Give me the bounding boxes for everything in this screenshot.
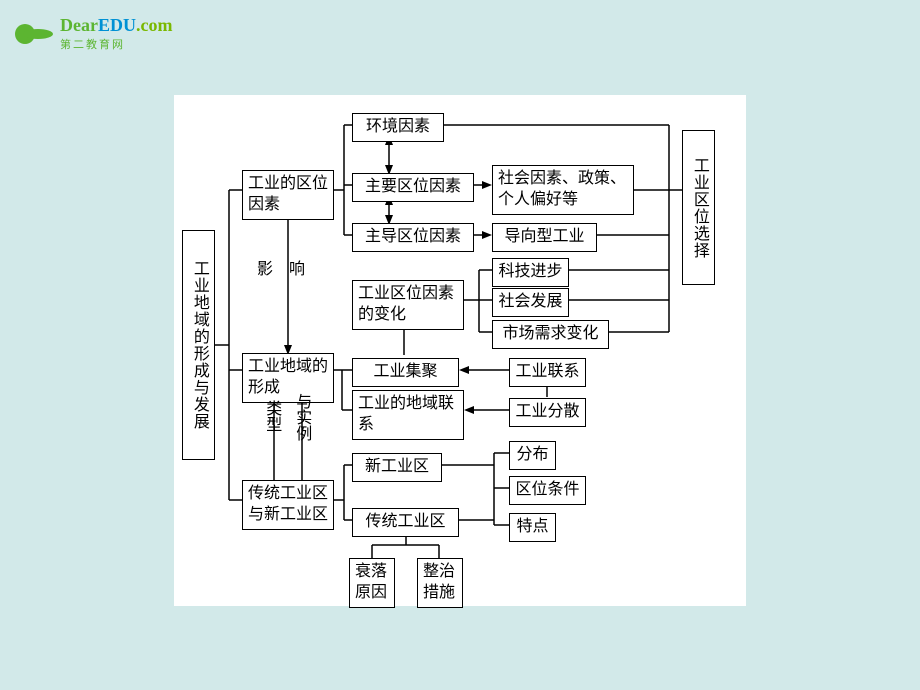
- node-cond: 区位条件: [509, 476, 586, 505]
- logo-word-1: Dear: [60, 15, 98, 36]
- node-zones: 传统工业区与新工业区: [242, 480, 334, 530]
- node-dist: 分布: [509, 441, 556, 470]
- node-decline: 衰落原因: [349, 558, 395, 608]
- logo-word-2: EDU: [98, 15, 136, 36]
- node-root: 工业地域的形成与发展: [182, 230, 215, 460]
- node-soc-dev: 社会发展: [492, 288, 569, 317]
- node-trad-zone: 传统工业区: [352, 508, 459, 537]
- node-reg-link: 工业的地域联系: [352, 390, 464, 440]
- node-env: 环境因素: [352, 113, 444, 142]
- logo-text: Dear EDU .com 第二教育网: [60, 15, 172, 52]
- logo: Dear EDU .com 第二教育网: [15, 15, 172, 52]
- label-example: 与实例: [292, 393, 311, 441]
- node-link: 工业联系: [509, 358, 586, 387]
- logo-icon: [15, 19, 55, 49]
- diagram-container: 工业地域的形成与发展 工业的区位因素 工业地域的形成 传统工业区与新工业区 影 …: [174, 95, 746, 606]
- node-dom-factor: 主导区位因素: [352, 223, 474, 252]
- label-type: 类型: [262, 400, 281, 432]
- node-select: 工业区位选择: [682, 130, 715, 285]
- node-disperse: 工业分散: [509, 398, 586, 427]
- node-agglom: 工业集聚: [352, 358, 459, 387]
- node-market: 市场需求变化: [492, 320, 609, 349]
- node-oriented: 导向型工业: [492, 223, 597, 252]
- node-new-zone: 新工业区: [352, 453, 442, 482]
- node-remedy: 整治措施: [417, 558, 463, 608]
- logo-subtitle: 第二教育网: [60, 36, 172, 52]
- node-tech: 科技进步: [492, 258, 569, 287]
- node-feat: 特点: [509, 513, 556, 542]
- node-change: 工业区位因素的变化: [352, 280, 464, 330]
- logo-word-3: .com: [136, 15, 172, 36]
- node-factors: 工业的区位因素: [242, 170, 334, 220]
- node-formation: 工业地域的形成: [242, 353, 334, 403]
- node-social: 社会因素、政策、个人偏好等: [492, 165, 634, 215]
- label-influence: 影 响: [257, 260, 305, 279]
- node-main-factor: 主要区位因素: [352, 173, 474, 202]
